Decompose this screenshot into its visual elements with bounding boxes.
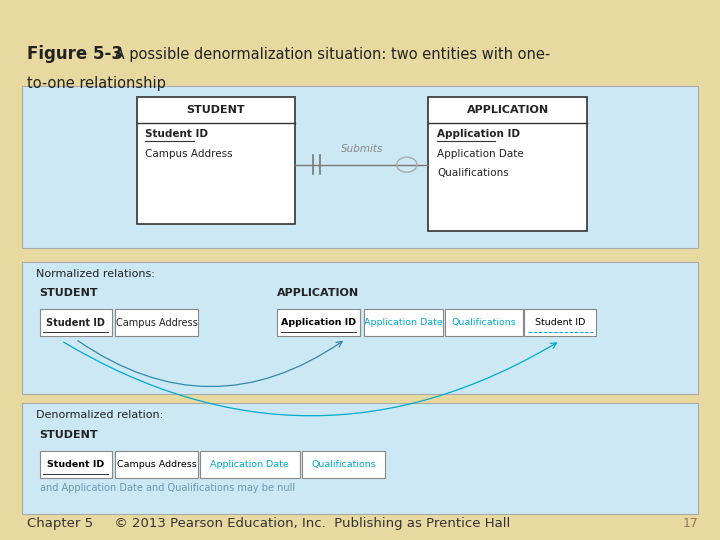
FancyBboxPatch shape	[302, 451, 385, 478]
Text: Campus Address: Campus Address	[145, 150, 233, 159]
Text: A possible denormalization situation: two entities with one-: A possible denormalization situation: tw…	[110, 46, 550, 62]
Text: to-one relationship: to-one relationship	[27, 76, 166, 91]
Text: Application ID: Application ID	[437, 129, 520, 139]
Text: Qualifications: Qualifications	[437, 168, 509, 178]
Text: 17: 17	[683, 517, 698, 530]
Text: Figure 5-3: Figure 5-3	[27, 45, 123, 63]
FancyBboxPatch shape	[115, 309, 198, 336]
Text: and Application Date and Qualifications may be null: and Application Date and Qualifications …	[40, 483, 294, 494]
Text: STUDENT: STUDENT	[40, 430, 98, 440]
Text: STUDENT: STUDENT	[40, 288, 98, 298]
Text: Application Date: Application Date	[364, 319, 443, 327]
Text: Campus Address: Campus Address	[116, 318, 197, 328]
Text: Application Date: Application Date	[437, 150, 523, 159]
Text: Denormalized relation:: Denormalized relation:	[36, 410, 163, 420]
Text: APPLICATION: APPLICATION	[467, 105, 549, 115]
FancyBboxPatch shape	[277, 309, 360, 336]
FancyBboxPatch shape	[445, 309, 523, 336]
FancyBboxPatch shape	[40, 309, 112, 336]
Text: APPLICATION: APPLICATION	[277, 288, 359, 298]
FancyBboxPatch shape	[200, 451, 300, 478]
FancyBboxPatch shape	[428, 97, 587, 231]
Text: Normalized relations:: Normalized relations:	[36, 269, 155, 279]
Text: Application Date: Application Date	[210, 460, 289, 469]
Text: Student ID: Student ID	[46, 318, 105, 328]
Text: Submits: Submits	[341, 144, 383, 154]
FancyBboxPatch shape	[115, 451, 198, 478]
Text: Student ID: Student ID	[145, 129, 209, 139]
FancyBboxPatch shape	[364, 309, 443, 336]
Text: Qualifications: Qualifications	[312, 460, 376, 469]
Text: Student ID: Student ID	[47, 460, 104, 469]
FancyBboxPatch shape	[137, 97, 295, 224]
FancyBboxPatch shape	[22, 403, 698, 514]
Text: Student ID: Student ID	[535, 319, 585, 327]
Text: Campus Address: Campus Address	[117, 460, 197, 469]
FancyBboxPatch shape	[40, 451, 112, 478]
FancyBboxPatch shape	[22, 262, 698, 394]
Text: STUDENT: STUDENT	[186, 105, 246, 115]
Text: Chapter 5     © 2013 Pearson Education, Inc.  Publishing as Prentice Hall: Chapter 5 © 2013 Pearson Education, Inc.…	[27, 517, 510, 530]
FancyBboxPatch shape	[22, 86, 698, 248]
Text: Qualifications: Qualifications	[451, 319, 516, 327]
FancyBboxPatch shape	[524, 309, 596, 336]
Text: Application ID: Application ID	[281, 319, 356, 327]
